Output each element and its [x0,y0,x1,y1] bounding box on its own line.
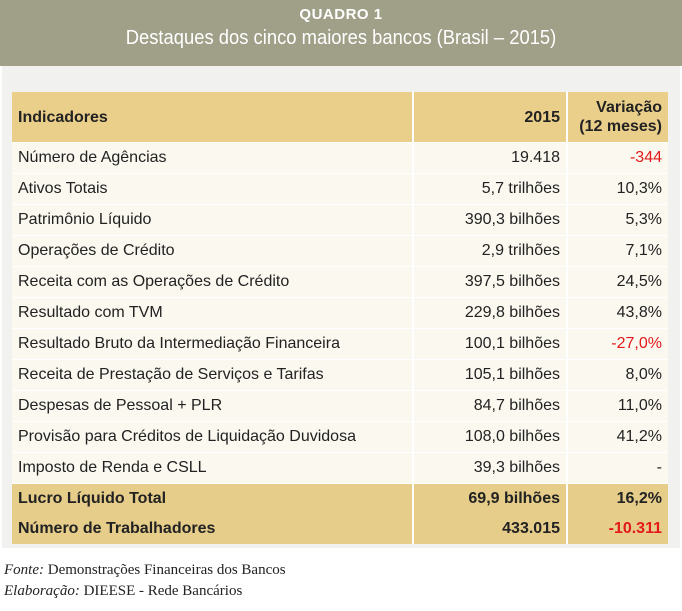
row-label: Lucro Líquido Total [12,483,414,514]
table-row: Resultado com TVM 229,8 bilhões 43,8% [12,297,668,329]
table-row: Imposto de Renda e CSLL 39,3 bilhões - [12,452,668,484]
row-value: 105,1 bilhões [413,359,568,391]
title-band: QUADRO 1 Destaques dos cinco maiores ban… [0,0,682,66]
table-row: Patrimônio Líquido 390,3 bilhões 5,3% [12,204,668,236]
row-label: Número de Trabalhadores [12,514,414,544]
row-label: Provisão para Créditos de Liquidação Duv… [12,421,414,453]
row-change: -344 [567,142,668,174]
row-label: Ativos Totais [12,173,414,205]
row-label: Imposto de Renda e CSLL [12,452,414,484]
row-label: Resultado Bruto da Intermediação Finance… [12,328,414,360]
row-label: Patrimônio Líquido [12,204,414,236]
row-change: - [567,452,668,484]
source-note: Fonte: Demonstrações Financeiras dos Ban… [4,562,286,578]
row-label: Número de Agências [12,142,414,174]
row-change: -27,0% [567,328,668,360]
table-row: Despesas de Pessoal + PLR 84,7 bilhões 11,… [12,390,668,422]
table-row: Ativos Totais 5,7 trilhões 10,3% [12,173,668,205]
row-change: -10.311 [567,514,668,544]
table-row: Provisão para Créditos de Liquidação Duv… [12,421,668,453]
row-value: 69,9 bilhões [413,483,568,514]
row-label: Receita de Prestação de Serviços e Tarif… [12,359,414,391]
row-change: 7,1% [567,235,668,267]
row-change: 24,5% [567,266,668,298]
table-kicker: QUADRO 1 [299,6,383,23]
col-2015: 2015 [413,92,568,143]
col-variacao: Variação (12 meses) [567,92,668,143]
indicators-table: Indicadores 2015 Variação (12 meses) Núme… [12,92,668,544]
row-value: 100,1 bilhões [413,328,568,360]
row-change: 16,2% [567,483,668,514]
row-value: 108,0 bilhões [413,421,568,453]
row-value: 39,3 bilhões [413,452,568,484]
row-value: 397,5 bilhões [413,266,568,298]
table-row: Número de Agências 19.418 -344 [12,142,668,174]
row-change: 41,2% [567,421,668,453]
row-change: 10,3% [567,173,668,205]
row-value: 229,8 bilhões [413,297,568,329]
row-value: 84,7 bilhões [413,390,568,422]
table-title: Destaques dos cinco maiores bancos (Bras… [125,27,557,49]
row-value: 390,3 bilhões [413,204,568,236]
table-row: Lucro Líquido Total 69,9 bilhões 16,2% [12,483,668,514]
table-row: Receita com as Operações de Crédito 397,5… [12,266,668,298]
row-label: Resultado com TVM [12,297,414,329]
row-value: 19.418 [413,142,568,174]
table-row: Receita de Prestação de Serviços e Tarif… [12,359,668,391]
row-value: 5,7 trilhões [413,173,568,205]
row-change: 5,3% [567,204,668,236]
row-label: Operações de Crédito [12,235,414,267]
row-label: Despesas de Pessoal + PLR [12,390,414,422]
row-value: 2,9 trilhões [413,235,568,267]
credit-note: Elaboração: DIEESE - Rede Bancários [4,583,243,599]
row-change: 11,0% [567,390,668,422]
table-row: Número de Trabalhadores 433.015 -10.311 [12,514,668,544]
table-row: Resultado Bruto da Intermediação Finance… [12,328,668,360]
col-indicadores: Indicadores [12,92,414,143]
row-change: 43,8% [567,297,668,329]
row-change: 8,0% [567,359,668,391]
row-label: Receita com as Operações de Crédito [12,266,414,298]
row-value: 433.015 [413,514,568,544]
table-row: Operações de Crédito 2,9 trilhões 7,1% [12,235,668,267]
